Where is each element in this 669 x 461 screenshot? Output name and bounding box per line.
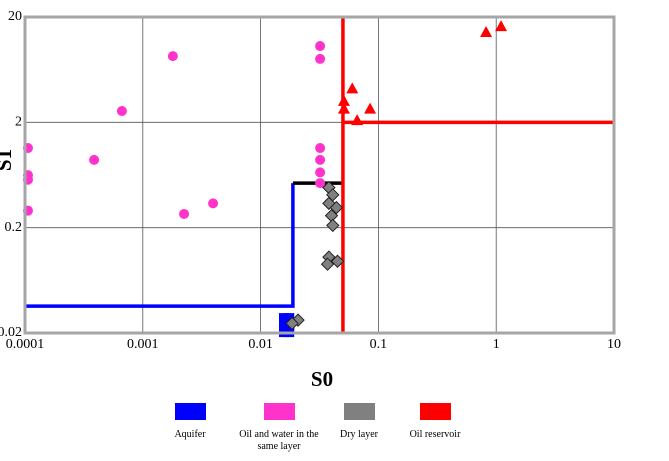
- x-tick-label: 0.01: [248, 337, 273, 352]
- x-tick-label: 10: [607, 337, 621, 352]
- ticks: 0.0001 0.001 0.01 0.1 1 10 0.02 0.2 2 20: [0, 9, 621, 352]
- legend-label: Aquifer: [174, 429, 206, 440]
- point: [495, 20, 508, 32]
- plot-frame: [23, 15, 616, 335]
- point: [330, 254, 345, 268]
- boundary-line: [25, 183, 295, 308]
- point: [326, 218, 340, 233]
- y-tick-label: 20: [8, 9, 22, 24]
- x-tick-label: 0.001: [127, 337, 159, 352]
- y-axis-label: S1: [0, 149, 16, 171]
- point: [480, 26, 493, 38]
- points: [22, 20, 508, 338]
- point: [351, 114, 364, 126]
- x-tick-label: 1: [493, 337, 500, 352]
- point: [364, 102, 377, 114]
- point: [320, 257, 335, 271]
- point: [116, 106, 127, 117]
- point: [279, 320, 290, 331]
- point: [315, 154, 326, 165]
- legend-label: Oil reservoir: [409, 429, 461, 440]
- legend-label: Oil and water in the same layer: [239, 429, 319, 452]
- legend-swatch: [264, 403, 295, 420]
- point: [337, 102, 350, 114]
- point: [279, 313, 290, 324]
- point: [315, 53, 326, 64]
- point: [346, 82, 359, 94]
- point: [315, 167, 326, 178]
- point: [315, 178, 326, 189]
- point: [337, 94, 350, 106]
- y-tick-label: 2: [15, 115, 22, 130]
- legend-swatch: [344, 403, 375, 420]
- y-tick-label: 0.02: [0, 325, 22, 340]
- x-axis-label: S0: [311, 367, 333, 391]
- legend-label: Dry layer: [339, 429, 379, 440]
- point: [315, 143, 326, 154]
- point: [167, 51, 178, 62]
- y-tick-label: 0.2: [5, 220, 23, 235]
- point: [208, 198, 219, 209]
- point: [315, 41, 326, 52]
- x-tick-label: 0.0001: [6, 337, 45, 352]
- point: [179, 208, 190, 219]
- point: [329, 200, 344, 215]
- point: [285, 316, 299, 331]
- x-tick-label: 0.1: [370, 337, 388, 352]
- boundaries: [25, 17, 614, 333]
- point: [89, 154, 100, 165]
- legend-swatch: [175, 403, 206, 420]
- point: [284, 313, 295, 324]
- legend-swatch: [420, 403, 451, 420]
